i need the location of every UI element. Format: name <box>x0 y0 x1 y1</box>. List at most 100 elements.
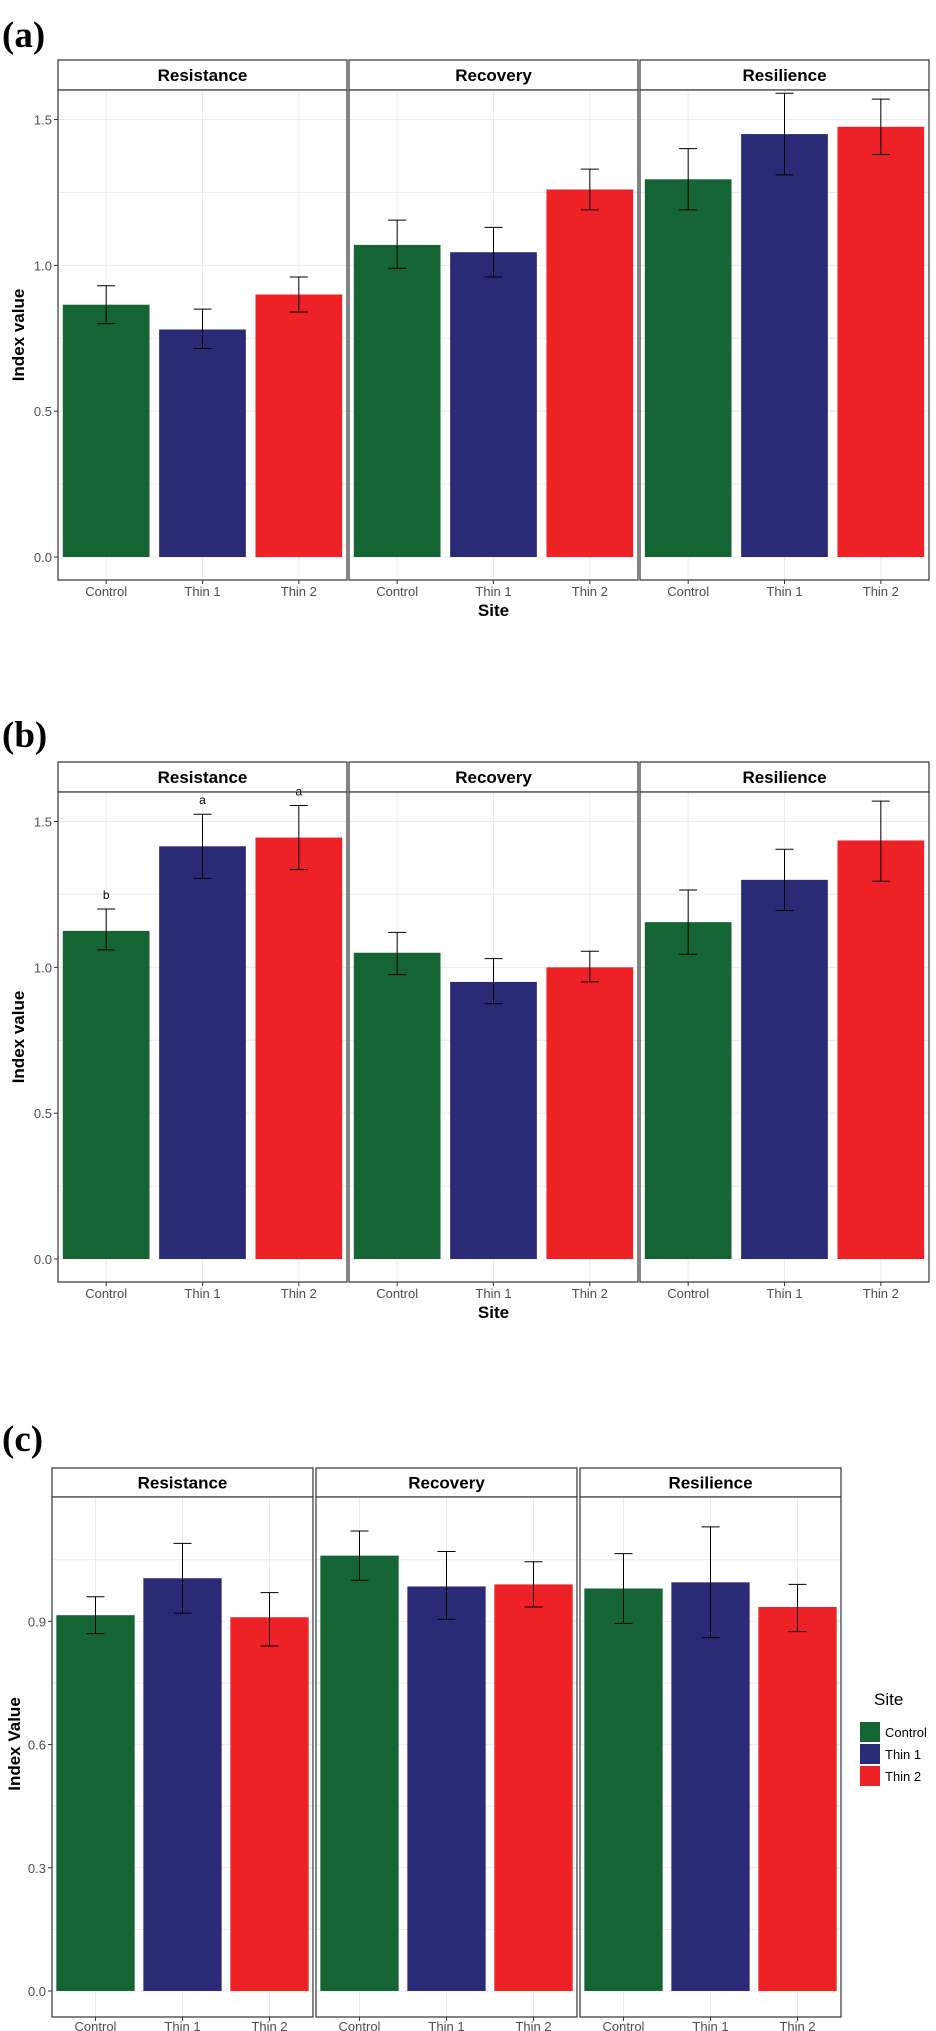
legend-swatch-thin-2 <box>860 1766 880 1786</box>
x-tick-label: Control <box>75 2019 117 2031</box>
facet-strip-label: Resilience <box>668 1474 752 1493</box>
bar-thin-1 <box>450 981 537 1259</box>
bar-thin-1 <box>741 879 828 1259</box>
panel-border <box>57 791 348 1283</box>
x-tick-label: Thin 1 <box>766 584 802 599</box>
legend-title: Site <box>874 1690 903 1709</box>
panel-border <box>579 1496 842 2018</box>
y-tick-label: 1.5 <box>34 815 52 830</box>
facet-strip-label: Resistance <box>158 768 248 787</box>
facet-resistance: Resistance Control Thin 1 Thin 2 <box>51 1467 314 2031</box>
x-tick-label: Control <box>85 584 127 599</box>
y-axis-title: Index value <box>9 991 28 1084</box>
facet-strip <box>639 761 930 793</box>
x-tick-label: Thin 1 <box>766 1286 802 1301</box>
y-tick-label: 0.6 <box>28 1738 46 1753</box>
panel-border <box>348 791 639 1283</box>
x-tick-label: Thin 2 <box>572 1286 608 1301</box>
facet-strip-label: Resistance <box>138 1474 228 1493</box>
facet-recovery: Recovery Control Thin 1 Thin 2 <box>315 1467 578 2031</box>
bar-thin-1 <box>159 329 246 557</box>
x-tick-label: Thin 2 <box>515 2019 551 2031</box>
bar-control <box>644 922 732 1259</box>
y-tick-label: 1.0 <box>34 960 52 975</box>
x-tick-label: Thin 1 <box>692 2019 728 2031</box>
legend-label: Thin 1 <box>885 1747 921 1762</box>
x-axis-title: Site <box>478 1303 509 1322</box>
bar-control <box>644 179 732 557</box>
facet-recovery: Recovery Control Thin 1 Thin 2 <box>348 761 639 1301</box>
x-tick-label: Thin 1 <box>164 2019 200 2031</box>
panel-border <box>315 1496 578 2018</box>
x-tick-label: Control <box>339 2019 381 2031</box>
bar-control <box>320 1555 399 1991</box>
bar-control <box>62 304 150 557</box>
significance-label: b <box>103 888 110 902</box>
bar-thin-2 <box>837 840 925 1259</box>
bar-control <box>62 930 150 1259</box>
y-axis-title: Index value <box>9 289 28 382</box>
legend-label: Thin 2 <box>885 1769 921 1784</box>
x-tick-label: Control <box>376 1286 418 1301</box>
y-tick-label: 0.5 <box>34 404 52 419</box>
panel-border <box>57 89 348 581</box>
bar-thin-1 <box>671 1582 750 1991</box>
bar-thin-1 <box>143 1578 222 1991</box>
facet-strip-label: Resilience <box>742 66 826 85</box>
bar-thin-2 <box>494 1584 573 1991</box>
x-tick-label: Thin 1 <box>428 2019 464 2031</box>
panel-label: (c) <box>2 1419 43 1460</box>
x-tick-label: Thin 1 <box>475 1286 511 1301</box>
bar-thin-2 <box>255 294 343 557</box>
x-tick-label: Thin 1 <box>184 584 220 599</box>
facet-strip <box>51 1467 314 1498</box>
y-tick-label: 0.5 <box>34 1106 52 1121</box>
y-tick-label: 0.0 <box>28 1984 46 1999</box>
legend-label: Control <box>885 1725 927 1740</box>
facet-strip-label: Resistance <box>158 66 248 85</box>
panel-label: (b) <box>2 715 47 756</box>
facet-strip-label: Resilience <box>742 768 826 787</box>
significance-label: a <box>199 793 206 807</box>
facet-strip <box>639 59 930 91</box>
legend-swatch-thin-1 <box>860 1744 880 1764</box>
x-tick-label: Thin 2 <box>281 1286 317 1301</box>
bar-thin-1 <box>741 134 828 558</box>
bar-thin-1 <box>450 252 537 558</box>
facet-recovery: Recovery Control Thin 1 Thin 2 <box>348 59 639 599</box>
legend-swatch-control <box>860 1722 880 1742</box>
panel-border <box>348 89 639 581</box>
bar-thin-2 <box>837 126 925 558</box>
bar-thin-1 <box>159 846 246 1259</box>
facet-strip-label: Recovery <box>455 66 532 85</box>
x-tick-label: Thin 1 <box>184 1286 220 1301</box>
x-tick-label: Control <box>603 2019 645 2031</box>
x-tick-label: Thin 2 <box>572 584 608 599</box>
facet-strip <box>57 761 348 793</box>
y-axis-title: Index Value <box>5 1697 24 1791</box>
legend: Site Control Thin 1 Thin 2 <box>860 1690 927 1786</box>
bar-thin-2 <box>230 1617 309 1991</box>
facet-resilience: Resilience Control Thin 1 Thin 2 <box>639 59 930 599</box>
bar-thin-2 <box>255 837 343 1259</box>
facet-strip <box>315 1467 578 1498</box>
x-tick-label: Thin 2 <box>779 2019 815 2031</box>
facet-strip <box>348 761 639 793</box>
facet-strip-label: Recovery <box>455 768 532 787</box>
y-tick-label: 1.5 <box>34 113 52 128</box>
bar-control <box>353 244 441 557</box>
facet-strip <box>57 59 348 91</box>
x-tick-label: Thin 2 <box>863 1286 899 1301</box>
bar-control <box>56 1615 135 1991</box>
panel-border <box>639 89 930 581</box>
x-tick-label: Control <box>376 584 418 599</box>
y-tick-label: 1.0 <box>34 258 52 273</box>
panel-border <box>51 1496 314 2018</box>
x-tick-label: Thin 2 <box>863 584 899 599</box>
facet-strip-label: Recovery <box>408 1474 485 1493</box>
bar-thin-2 <box>758 1606 837 1991</box>
